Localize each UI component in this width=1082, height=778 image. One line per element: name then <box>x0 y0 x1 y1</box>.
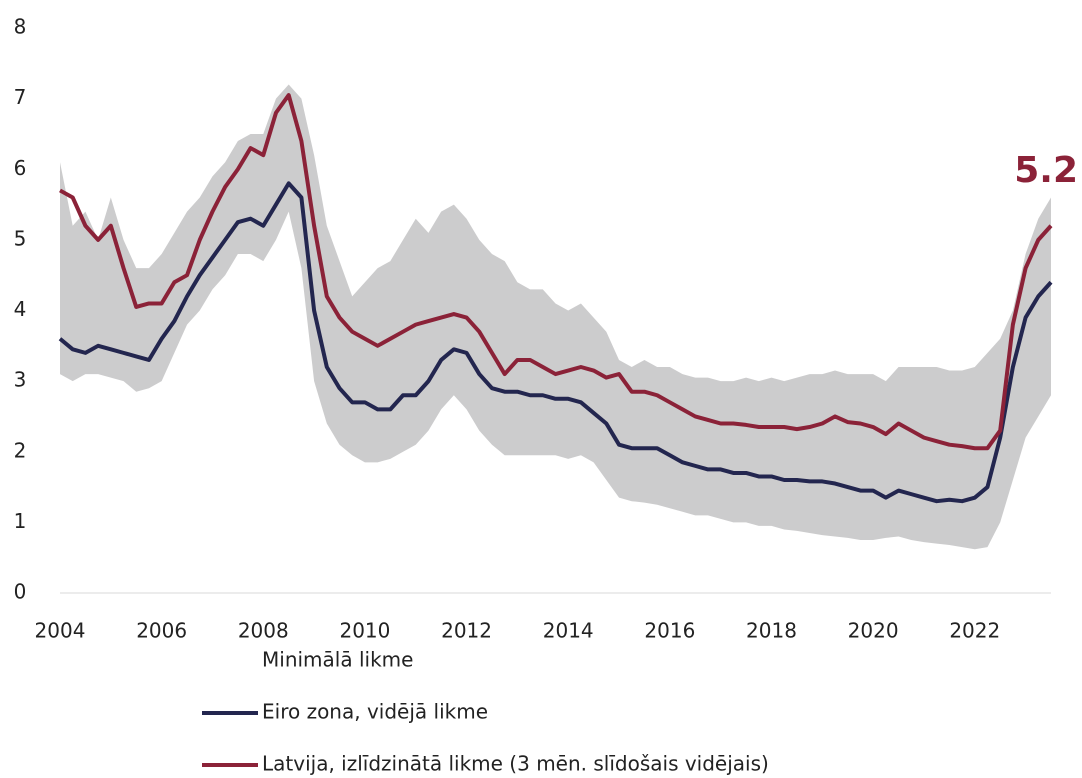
series-line <box>58 181 1053 504</box>
y-tick-label: 5 <box>14 226 27 250</box>
y-tick-label: 4 <box>14 297 27 321</box>
y-tick-label: 3 <box>14 368 27 392</box>
x-tick-label: 2020 <box>848 619 899 643</box>
range-band <box>60 84 1051 550</box>
x-tick-label: 2008 <box>238 619 289 643</box>
x-tick-label: 2014 <box>543 619 594 643</box>
x-tick-label: 2022 <box>949 619 1000 643</box>
y-tick-label: 2 <box>14 438 27 462</box>
y-tick-label: 8 <box>14 15 27 39</box>
legend-label: Minimālā likme <box>262 648 413 672</box>
end-value-label: 5.2 <box>1014 150 1078 191</box>
x-tick-label: 2006 <box>136 619 187 643</box>
y-tick-label: 0 <box>14 580 27 604</box>
x-tick-label: 2004 <box>35 619 86 643</box>
legend-label: Eiro zona, vidējā likme <box>262 700 488 724</box>
x-tick-label: 2018 <box>746 619 797 643</box>
x-tick-label: 2012 <box>441 619 492 643</box>
series-line <box>59 93 1053 451</box>
x-tick-label: 2010 <box>339 619 390 643</box>
y-tick-label: 6 <box>14 156 27 180</box>
y-tick-label: 1 <box>14 509 27 533</box>
x-tick-label: 2016 <box>644 619 695 643</box>
y-tick-label: 7 <box>14 85 27 109</box>
legend-label: Latvija, izlīdzinātā likme (3 mēn. slīdo… <box>262 752 769 776</box>
